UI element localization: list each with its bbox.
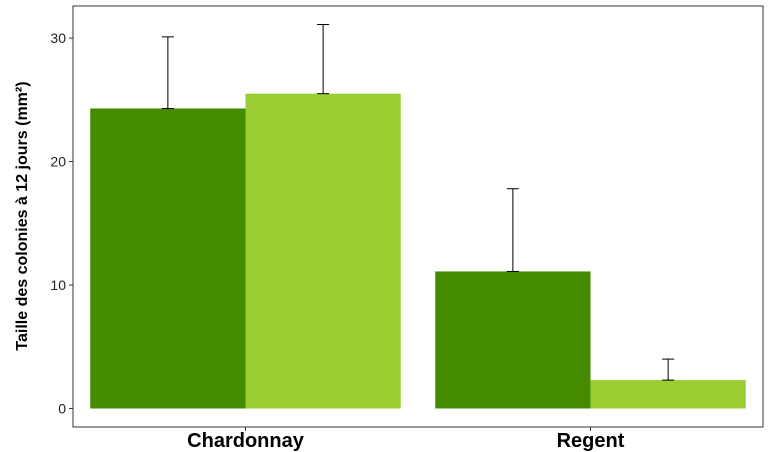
error-bar-regent-series-2 [662,358,675,381]
bar-regent-series-1 [435,271,591,409]
x-axis: Chardonnay Regent [187,427,625,452]
x-tick-label-regent: Regent [557,430,625,452]
error-bar-regent-series-1 [506,188,519,272]
y-axis: 0 10 20 30 [50,30,73,416]
y-tick-label-20: 20 [50,154,66,170]
bar-chardonnay-series-1 [90,108,246,409]
y-tick-label-30: 30 [50,30,66,46]
bars-layer [90,93,746,409]
y-tick-label-0: 0 [58,400,66,416]
x-tick-label-chardonnay: Chardonnay [187,430,305,452]
y-axis-title: Taille des colonies à 12 jours (mm²) [14,81,31,350]
y-tick-label-10: 10 [50,277,66,293]
bar-regent-series-2 [590,380,746,409]
error-bar-chardonnay-series-2 [317,24,330,95]
bar-chardonnay-series-2 [245,93,401,409]
error-bars-layer [161,24,675,381]
error-bar-chardonnay-series-1 [161,36,174,109]
